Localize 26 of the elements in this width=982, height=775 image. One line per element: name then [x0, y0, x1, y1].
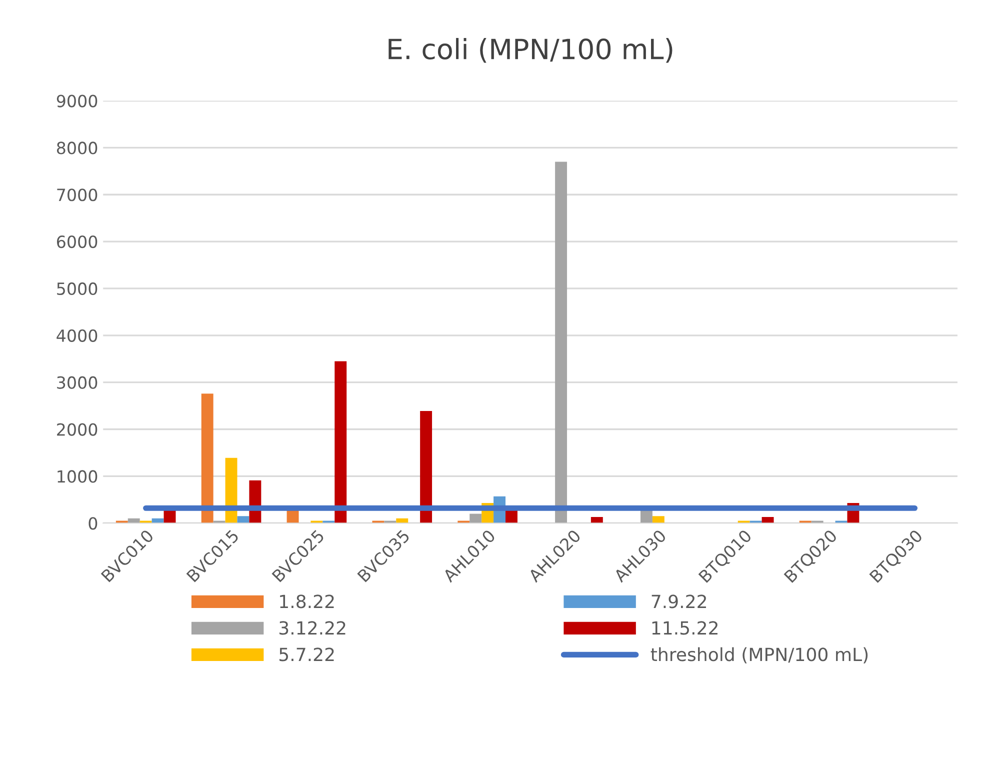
legend-label: 11.5.22 [652, 621, 718, 635]
y-tick-label: 0 [88, 517, 98, 530]
y-tick-label: 1000 [58, 470, 98, 483]
bar [652, 516, 664, 524]
y-tick-label: 5000 [57, 282, 98, 296]
bar [237, 516, 250, 524]
bar [470, 514, 482, 524]
bar [555, 162, 568, 524]
y-tick-label: 2000 [57, 423, 98, 436]
y-tick-label: 8000 [56, 142, 98, 154]
legend-label: 1.8.22 [280, 594, 334, 608]
legend-label: 3.12.22 [279, 621, 346, 635]
y-tick-label: 3000 [57, 376, 98, 389]
y-tick-label: 7000 [57, 188, 98, 202]
bar [201, 394, 214, 524]
chart-title: E. coli (MPN/100 mL) [388, 38, 672, 63]
legend-label: 5.7.22 [280, 648, 334, 662]
y-tick-label: 6000 [56, 236, 98, 248]
legend-label: 7.9.22 [652, 594, 706, 608]
bar [590, 517, 603, 524]
bar [420, 410, 432, 524]
legend-label: threshold (MPN/100 mL) [650, 647, 868, 664]
y-tick-label: 9000 [56, 94, 98, 108]
y-tick-label: 4000 [56, 329, 98, 342]
bar [762, 517, 774, 524]
bar [334, 361, 347, 524]
